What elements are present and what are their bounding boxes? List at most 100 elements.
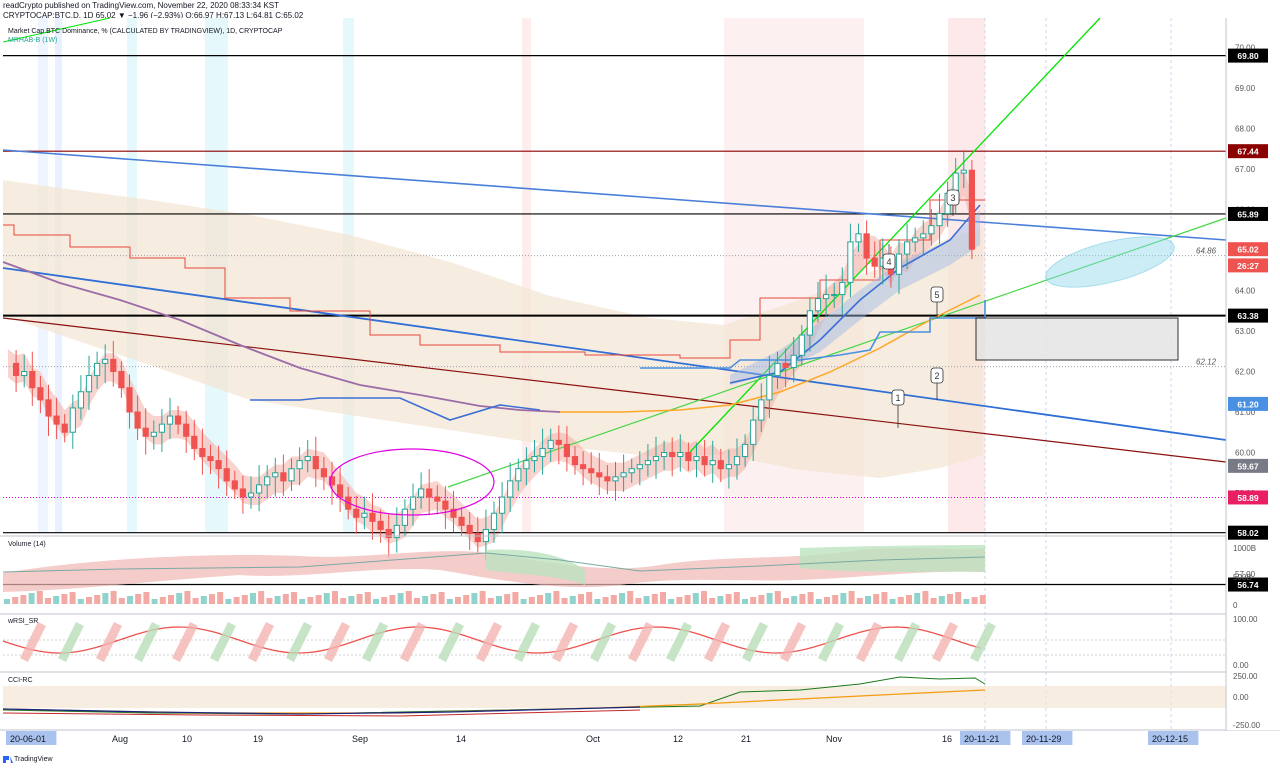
volume-bar — [676, 597, 683, 604]
candle-body — [69, 407, 76, 433]
volume-bar — [282, 594, 289, 604]
candle-body — [515, 468, 522, 482]
ma-orange — [560, 294, 981, 413]
volume-bar — [561, 598, 568, 604]
volume-bar — [28, 593, 35, 604]
candle-body — [150, 431, 157, 437]
candle-body — [612, 476, 619, 482]
candle-body — [571, 456, 579, 466]
candle-body — [806, 310, 813, 336]
cci-blue — [2, 706, 641, 715]
candle-body — [733, 456, 741, 466]
volume-axis-label: 0 — [1233, 601, 1238, 610]
cci-pane-title: CCI-RC — [8, 677, 33, 684]
candle-body — [539, 447, 546, 458]
candle-body — [264, 476, 271, 486]
candle-body — [709, 460, 716, 466]
volume-bar — [200, 596, 207, 604]
volume-bar — [364, 592, 371, 604]
volume-bar — [701, 591, 707, 604]
x-tick-badge — [1148, 731, 1199, 745]
candle-body — [296, 460, 303, 470]
candle-body — [628, 468, 635, 474]
price-badge — [1228, 458, 1268, 473]
y-tick-label: 69.00 — [1235, 84, 1256, 93]
candle-body — [507, 480, 514, 498]
candle-body — [312, 456, 319, 470]
x-tick-label: 20-11-21 — [964, 734, 999, 744]
candle-body — [337, 484, 344, 498]
wave-number: 1 — [895, 393, 900, 403]
target-ellipse — [1045, 236, 1175, 288]
price-level-badge — [1228, 308, 1268, 323]
trend-line — [2, 149, 1227, 241]
volume-bar — [397, 593, 404, 604]
candle-body — [328, 476, 336, 486]
candle-body — [669, 452, 676, 458]
volume-bar — [537, 595, 543, 604]
volume-cloud-green — [486, 549, 585, 585]
candle-body — [523, 460, 530, 470]
price-level-badge-text: 65.89 — [1237, 209, 1259, 219]
volume-bar — [77, 599, 84, 604]
publish-info: readCrypto published on TradingView.com,… — [3, 1, 280, 10]
dotted-level-label: 64.86 — [1196, 247, 1217, 256]
volume-bar — [143, 592, 150, 604]
volume-bar — [438, 592, 445, 604]
candle-body — [588, 468, 595, 474]
volume-bar — [61, 594, 68, 604]
target-box — [975, 317, 1179, 361]
y-tick-label: 68.00 — [1235, 125, 1256, 134]
highlight-band — [522, 18, 531, 533]
candle-body — [814, 298, 822, 312]
symbol-info: CRYPTOCAP:BTC.D, 1D 65.02 ▼ −1.96 (−2.93… — [3, 11, 304, 20]
rsi-wave — [856, 622, 882, 662]
candle-body — [175, 415, 182, 425]
x-tick-label: Oct — [586, 734, 601, 744]
rsi-wave — [96, 622, 122, 662]
candle-body — [272, 472, 279, 478]
rsi-wave — [514, 622, 540, 662]
candle-body — [831, 294, 838, 297]
candle-body — [847, 241, 854, 283]
candle-body — [968, 169, 975, 250]
rsi-wave — [590, 622, 616, 662]
volume-bar — [463, 595, 470, 604]
volume-bar — [430, 594, 437, 604]
tradingview-logo-text: TradingView — [14, 756, 53, 763]
volume-bar — [569, 596, 576, 604]
candle-body — [85, 375, 93, 393]
x-tick-label: 20-12-15 — [1152, 734, 1188, 744]
candle-body — [912, 237, 919, 243]
candle-body — [604, 476, 611, 482]
volume-bar — [86, 597, 92, 604]
volume-bar — [135, 594, 142, 604]
candle-body — [118, 371, 125, 389]
volume-bar — [545, 593, 552, 604]
price-badge-text: 61.20 — [1237, 399, 1259, 409]
rsi-wave — [704, 622, 730, 662]
volume-bar — [381, 597, 388, 604]
volume-bar — [750, 597, 757, 604]
price-level-badge — [1228, 144, 1268, 159]
volume-bar — [594, 599, 601, 604]
volume-bar — [258, 591, 265, 604]
rsi-pane-title: wRSI_SR — [7, 618, 38, 625]
candle-body — [499, 496, 506, 514]
candle-body — [685, 452, 692, 462]
volume-bar — [668, 599, 675, 604]
candle-body — [369, 512, 376, 522]
candle-body — [29, 371, 36, 389]
volume-bar — [881, 592, 888, 604]
volume-bar — [405, 591, 412, 604]
wave-label-5: 5 — [930, 286, 944, 318]
rsi-wave — [134, 622, 160, 662]
candle-body — [644, 460, 651, 466]
candle-body — [13, 362, 20, 377]
volume-bar — [184, 591, 191, 604]
volume-bar — [832, 595, 839, 604]
rsi-wave — [932, 622, 958, 662]
rsi-wave — [628, 622, 654, 662]
candle-body — [855, 233, 862, 243]
